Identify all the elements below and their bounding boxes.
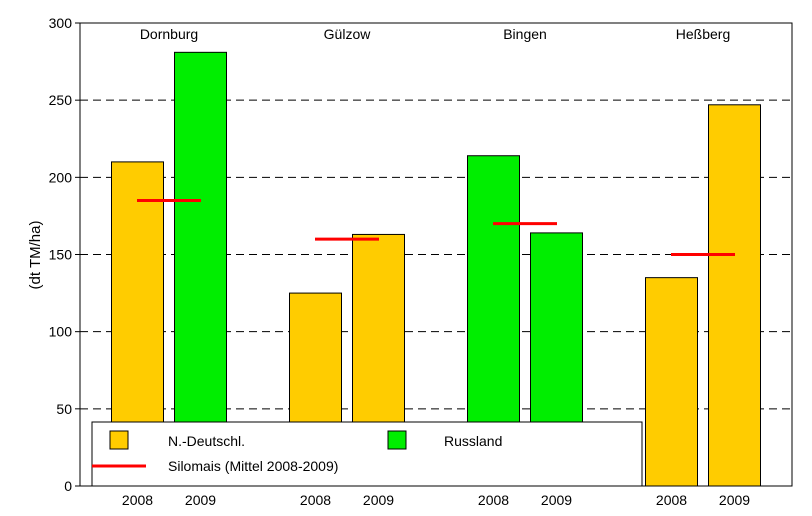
x-tick-label: 2009 [541, 492, 572, 508]
site-labels: Dornburg Gülzow Bingen Heßberg [140, 26, 730, 42]
y-tick-label: 150 [49, 247, 73, 263]
site-label-bingen: Bingen [503, 26, 547, 42]
legend-swatch-n-deutschl [109, 430, 129, 450]
x-tick-label: 2009 [185, 492, 216, 508]
bar-dornburg-2009 [174, 51, 227, 487]
y-axis: 0 50 100 150 200 250 300 [49, 15, 80, 494]
bar-hessberg-2008 [645, 277, 698, 487]
y-axis-label: (dt TM/ha) [27, 221, 44, 290]
site-label-gulzow: Gülzow [324, 26, 372, 42]
y-tick-label: 0 [64, 478, 72, 494]
x-tick-label: 2008 [300, 492, 331, 508]
legend-label-russland: Russland [444, 433, 502, 449]
y-tick-label: 50 [56, 401, 72, 417]
site-label-hessberg: Heßberg [676, 26, 730, 42]
x-tick-label: 2009 [363, 492, 394, 508]
legend-box [91, 421, 643, 487]
site-label-dornburg: Dornburg [140, 26, 198, 42]
y-tick-label: 200 [49, 169, 73, 185]
bars [111, 51, 761, 487]
x-tick-label: 2008 [122, 492, 153, 508]
legend-swatch-russland [387, 430, 407, 450]
mean-lines [137, 198, 735, 256]
x-axis-labels: 2008 2009 2008 2009 2008 2009 2008 2009 [122, 492, 750, 508]
x-tick-label: 2008 [656, 492, 687, 508]
y-tick-label: 250 [49, 92, 73, 108]
legend-label-silomais: Silomais (Mittel 2008-2009) [168, 458, 338, 474]
y-tick-label: 100 [49, 324, 73, 340]
bar-hessberg-2009 [708, 104, 761, 487]
legend: N.-Deutschl. Russland Silomais (Mittel 2… [91, 421, 643, 487]
legend-label-n-deutschl: N.-Deutschl. [168, 433, 245, 449]
x-tick-label: 2008 [478, 492, 509, 508]
x-tick-label: 2009 [719, 492, 750, 508]
y-tick-label: 300 [49, 15, 73, 31]
